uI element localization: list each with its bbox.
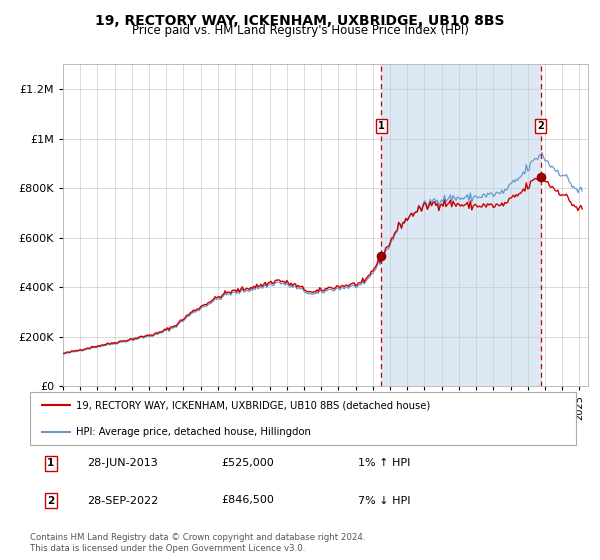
Bar — [382, 64, 541, 386]
Text: Contains HM Land Registry data © Crown copyright and database right 2024.
This d: Contains HM Land Registry data © Crown c… — [30, 533, 365, 553]
FancyBboxPatch shape — [30, 392, 576, 445]
Text: 2: 2 — [537, 122, 544, 132]
Text: 19, RECTORY WAY, ICKENHAM, UXBRIDGE, UB10 8BS: 19, RECTORY WAY, ICKENHAM, UXBRIDGE, UB1… — [95, 14, 505, 28]
Text: 28-JUN-2013: 28-JUN-2013 — [88, 459, 158, 468]
Text: 7% ↓ HPI: 7% ↓ HPI — [358, 496, 410, 506]
Text: 2: 2 — [47, 496, 55, 506]
Text: 1: 1 — [378, 122, 385, 132]
Text: £525,000: £525,000 — [221, 459, 274, 468]
Text: HPI: Average price, detached house, Hillingdon: HPI: Average price, detached house, Hill… — [76, 427, 311, 437]
Text: 19, RECTORY WAY, ICKENHAM, UXBRIDGE, UB10 8BS (detached house): 19, RECTORY WAY, ICKENHAM, UXBRIDGE, UB1… — [76, 400, 431, 410]
Text: Price paid vs. HM Land Registry's House Price Index (HPI): Price paid vs. HM Land Registry's House … — [131, 24, 469, 37]
Text: £846,500: £846,500 — [221, 496, 274, 506]
Text: 1: 1 — [47, 459, 55, 468]
Text: 1% ↑ HPI: 1% ↑ HPI — [358, 459, 410, 468]
Text: 28-SEP-2022: 28-SEP-2022 — [88, 496, 158, 506]
